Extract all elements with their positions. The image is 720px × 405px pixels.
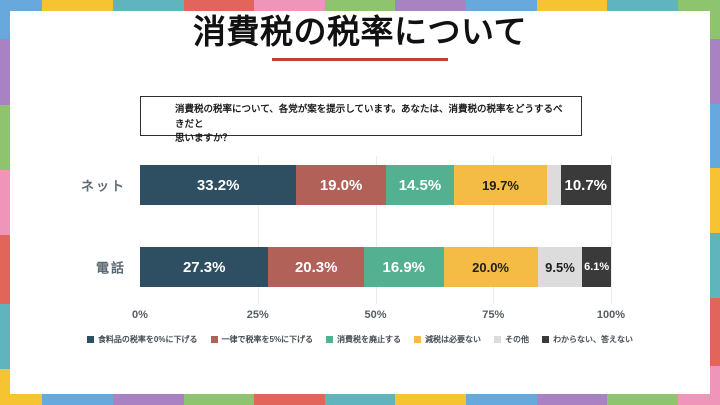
frame-block-pink: [710, 366, 720, 405]
legend-item: 食料品の税率を0%に下げる: [86, 334, 198, 345]
frame-block-teal: [0, 303, 10, 370]
frame-block-purple: [0, 39, 10, 105]
stacked-bar: 27.3% 20.3% 16.9% 20.0% 9.5% 6.1%: [140, 247, 611, 287]
bar-segment: 14.5%: [385, 165, 455, 205]
bar-segment: 27.3%: [140, 247, 269, 287]
legend-swatch: [414, 336, 422, 343]
frame-block-red: [183, 0, 255, 11]
frame-block-purple: [395, 0, 466, 11]
legend-item: 一律で税率を5%に下げる: [210, 334, 314, 345]
chart-legend: 食料品の税率を0%に下げる 一律で税率を5%に下げる 消費税を廃止する 減税は必要ない…: [0, 334, 720, 345]
frame-block-yellow: [395, 394, 466, 405]
legend-item: わからない、答えない: [542, 334, 633, 345]
frame-block-red: [0, 235, 10, 304]
gridline: [493, 156, 495, 304]
bar-segment: 10.7%: [560, 165, 611, 205]
bar-segment: 20.0%: [443, 247, 538, 287]
frame-block-blue: [0, 0, 43, 11]
frame-block-purple: [536, 394, 608, 405]
legend-item: 減税は必要ない: [414, 334, 481, 345]
question-text: 消費税の税率について、各党が案を提示しています。あなたは、消費税の税率をどうする…: [175, 104, 563, 145]
frame-block-blue: [0, 0, 10, 40]
frame-block-pink: [677, 394, 720, 405]
question-box: 消費税の税率について、各党が案を提示しています。あなたは、消費税の税率をどうする…: [140, 96, 582, 144]
frame-block-yellow: [0, 394, 43, 405]
category-label: 電話: [95, 260, 126, 276]
frame-block-teal: [112, 0, 184, 11]
legend-swatch: [86, 336, 94, 343]
frame-block-green: [183, 394, 255, 405]
frame-block-green: [324, 0, 396, 11]
frame-block-blue: [42, 394, 113, 405]
legend-label: 消費税を廃止する: [337, 335, 402, 344]
legend-label: わからない、答えない: [553, 335, 634, 344]
frame-block-green: [710, 0, 720, 39]
x-axis-tick: 75%: [482, 309, 505, 321]
gridline: [257, 156, 259, 304]
frame-block-red: [710, 298, 720, 367]
legend-item: その他: [494, 334, 529, 345]
legend-label: 食料品の税率を0%に下げる: [97, 335, 198, 344]
x-axis-tick: 100%: [596, 309, 626, 321]
frame-block-blue: [710, 103, 720, 169]
bar-segment: [546, 165, 561, 205]
title-underline: [272, 58, 448, 62]
x-axis-tick: 50%: [364, 309, 387, 321]
bar-segment: 19.0%: [296, 165, 386, 205]
legend-item: 消費税を廃止する: [326, 334, 401, 345]
legend-swatch: [210, 336, 218, 343]
decorative-border-left: [0, 0, 10, 405]
gridline: [611, 156, 612, 304]
legend-swatch: [494, 336, 502, 343]
gridline: [375, 156, 377, 304]
decorative-border-bottom: [0, 394, 720, 405]
frame-block-green: [0, 104, 10, 170]
bar-segment: 9.5%: [537, 247, 583, 287]
frame-block-red: [254, 394, 325, 405]
decorative-border-right: [710, 0, 720, 405]
x-axis-tick: 0%: [132, 309, 148, 321]
frame-block-blue: [465, 394, 537, 405]
frame-block-pink: [254, 0, 325, 11]
frame-block-blue: [465, 0, 537, 11]
legend-swatch: [542, 336, 550, 343]
bar-segment: 33.2%: [140, 165, 297, 205]
x-axis-tick: 25%: [246, 309, 269, 321]
stacked-bar: 33.2% 19.0% 14.5% 19.7% 10.7%: [140, 165, 611, 205]
frame-block-yellow: [536, 0, 608, 11]
page-title: 消費税の税率について: [192, 13, 527, 50]
frame-block-teal: [607, 0, 678, 11]
frame-block-yellow: [42, 0, 113, 11]
frame-block-purple: [112, 394, 184, 405]
frame-block-yellow: [0, 369, 10, 405]
frame-block-yellow: [710, 168, 720, 234]
bar-segment: 19.7%: [454, 165, 547, 205]
frame-block-purple: [710, 38, 720, 104]
legend-label: その他: [505, 335, 530, 344]
frame-block-teal: [710, 233, 720, 299]
decorative-border-top: [0, 0, 720, 11]
frame-block-teal: [324, 394, 396, 405]
frame-block-pink: [0, 169, 10, 236]
legend-label: 一律で税率を5%に下げる: [221, 335, 314, 344]
bar-row-電話: 電話 27.3% 20.3% 16.9% 20.0% 9.5% 6.1%: [96, 247, 611, 287]
bar-segment: 20.3%: [268, 247, 364, 287]
bar-segment: 6.1%: [582, 247, 611, 287]
bar-segment: 16.9%: [364, 247, 444, 287]
legend-label: 減税は必要ない: [425, 335, 482, 344]
bar-row-ネット: ネット 33.2% 19.0% 14.5% 19.7% 10.7%: [81, 165, 611, 205]
frame-block-green: [677, 0, 720, 11]
stacked-bar-chart: ネット 33.2% 19.0% 14.5% 19.7% 10.7% 電話 27.3% 20.3%…: [81, 156, 625, 366]
category-label: ネット: [80, 178, 126, 194]
legend-swatch: [326, 336, 334, 343]
frame-block-green: [607, 394, 678, 405]
